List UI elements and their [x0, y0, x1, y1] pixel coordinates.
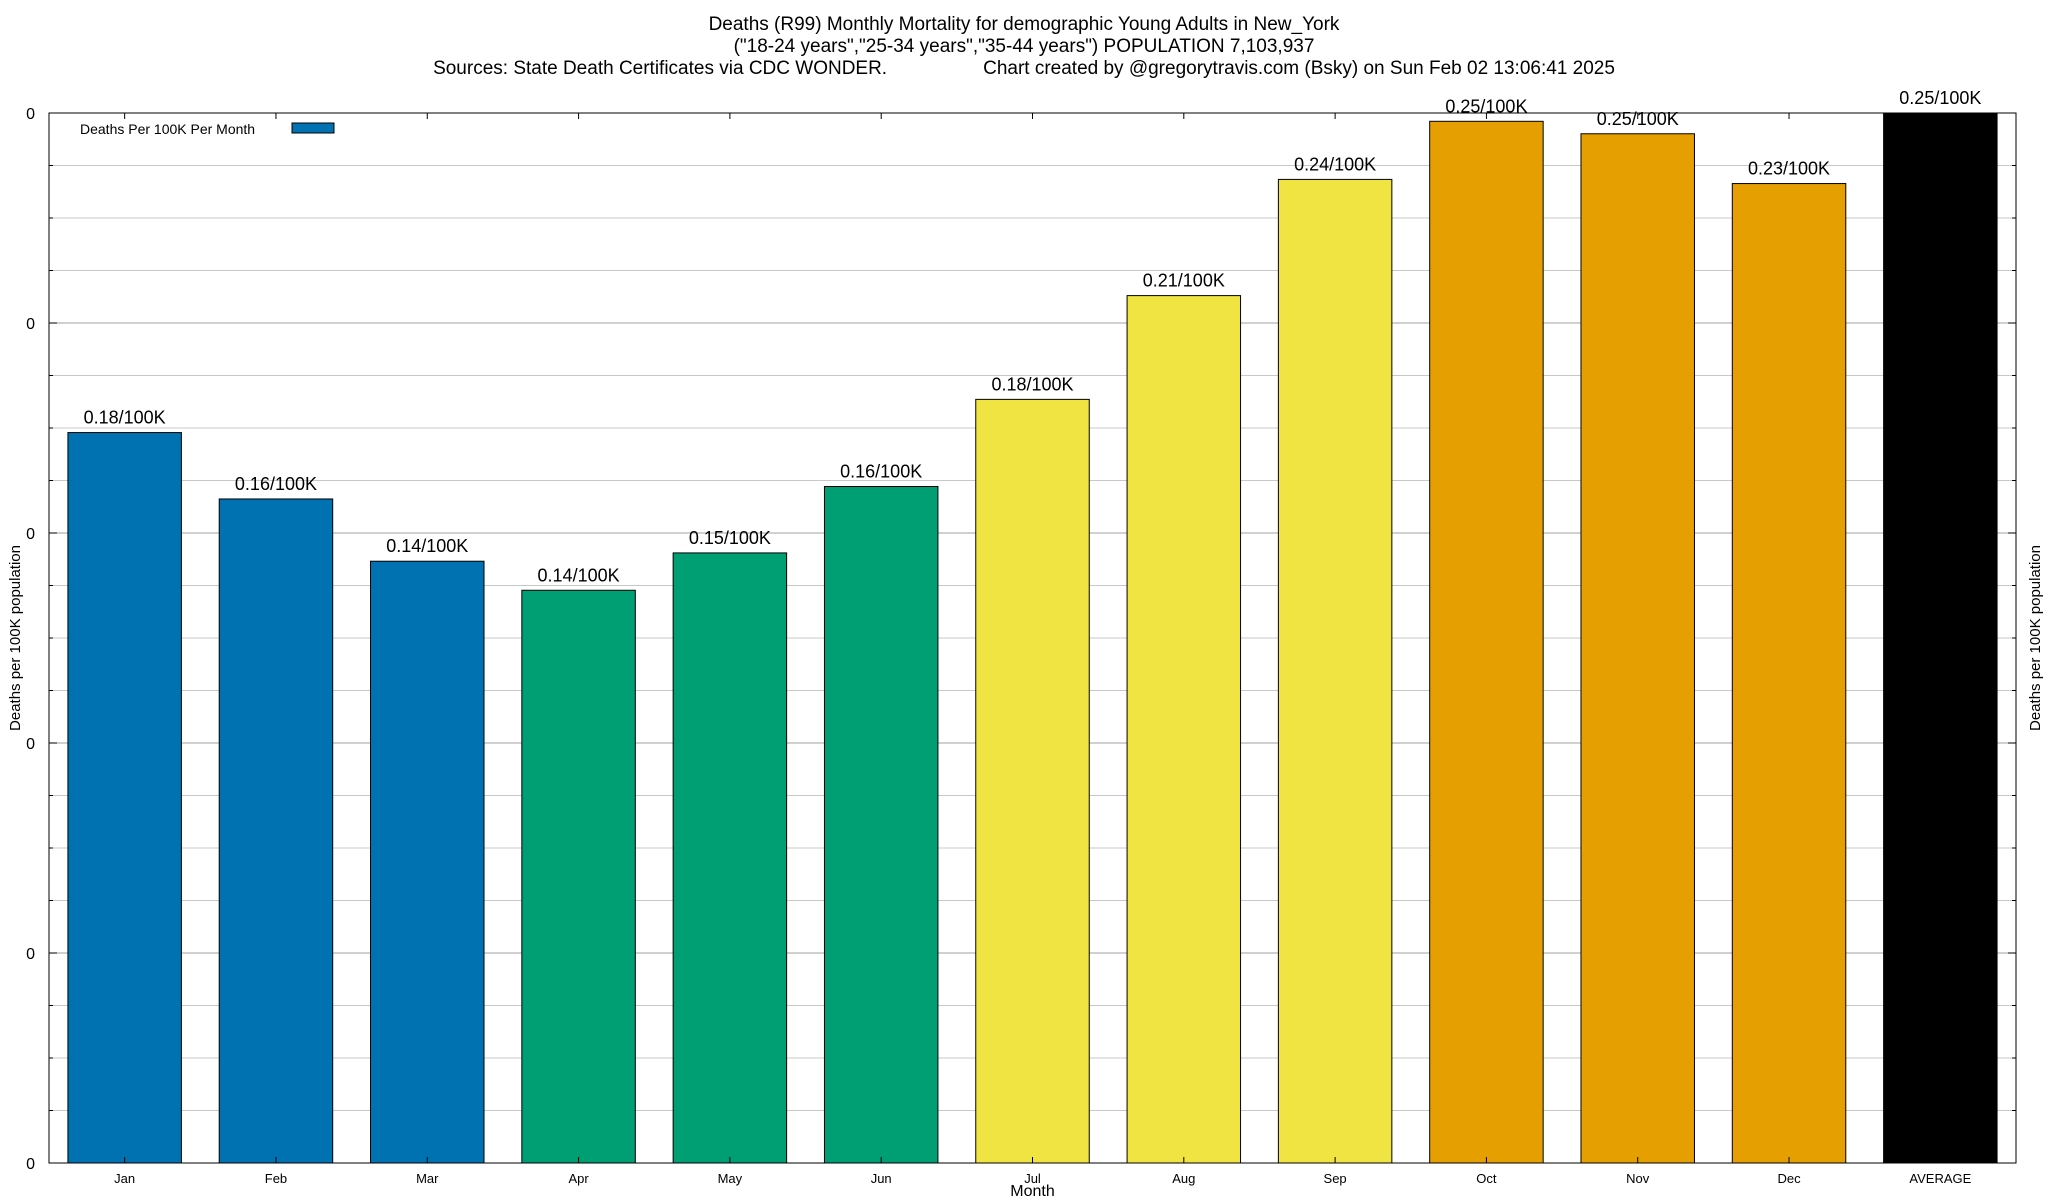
data-label: 0.25/100K: [1445, 96, 1527, 116]
data-label: 0.18/100K: [84, 408, 166, 428]
x-axis-label: Month: [1010, 1183, 1054, 1200]
y-axis-label: Deaths per 100K population: [7, 545, 24, 731]
x-tick-label: Oct: [1476, 1171, 1497, 1186]
bar-feb: [218, 498, 334, 1164]
bar-jan: [67, 432, 182, 1164]
data-label: 0.18/100K: [991, 374, 1073, 394]
x-tick-label: Mar: [416, 1171, 439, 1186]
bar-mar: [370, 560, 485, 1164]
y2-axis-label: Deaths per 100K population: [2027, 545, 2044, 731]
bar-jun: [823, 486, 939, 1164]
data-label: 0.14/100K: [538, 565, 620, 585]
x-tick-label: Nov: [1626, 1171, 1650, 1186]
y-tick-label: 0: [26, 1156, 35, 1173]
x-tick-label: AVERAGE: [1909, 1171, 1971, 1186]
x-tick-label: Jul: [1024, 1171, 1041, 1186]
legend-swatch: [291, 122, 335, 134]
plot-frame: [48, 112, 2017, 1164]
data-label: 0.16/100K: [840, 462, 922, 482]
bar-average: [1883, 112, 1998, 1164]
chart-sources-line: Sources: State Death Certificates via CD…: [0, 58, 2048, 80]
data-label: 0.23/100K: [1748, 159, 1830, 179]
data-label: 0.14/100K: [386, 536, 468, 556]
y-tick-label: 0: [26, 526, 35, 543]
chart-sources: Sources: State Death Certificates via CD…: [433, 58, 888, 79]
x-tick-label: Sep: [1324, 1171, 1347, 1186]
chart-credit: Chart created by @gregorytravis.com (Bsk…: [983, 58, 1615, 79]
x-tick-label: May: [718, 1171, 743, 1186]
y-tick-label: 0: [26, 946, 35, 963]
data-label: 0.16/100K: [235, 474, 317, 494]
data-label: 0.25/100K: [1899, 88, 1981, 108]
chart-header: Deaths (R99) Monthly Mortality for demog…: [0, 14, 2048, 80]
data-label: 0.15/100K: [689, 528, 771, 548]
y-tick-label: 0: [26, 316, 35, 333]
bar-oct: [1429, 120, 1544, 1164]
bar-nov: [1580, 133, 1695, 1164]
x-tick-label: Dec: [1777, 1171, 1801, 1186]
x-tick-label: Jan: [114, 1171, 135, 1186]
data-label: 0.24/100K: [1294, 154, 1376, 174]
x-tick-label: Jun: [871, 1171, 892, 1186]
y-tick-label: 0: [26, 106, 35, 123]
chart-subtitle: ("18-24 years","25-34 years","35-44 year…: [733, 36, 1315, 57]
bar-aug: [1126, 295, 1242, 1164]
y-tick-label: 0: [26, 736, 35, 753]
bar-sep: [1277, 178, 1393, 1164]
legend-label: Deaths Per 100K Per Month: [80, 121, 255, 137]
x-tick-label: Feb: [265, 1171, 287, 1186]
x-tick-label: Apr: [568, 1171, 589, 1186]
x-tick-label: Aug: [1172, 1171, 1195, 1186]
bar-dec: [1731, 183, 1847, 1164]
bar-apr: [521, 589, 636, 1164]
chart-title: Deaths (R99) Monthly Mortality for demog…: [708, 14, 1340, 35]
bar-jul: [975, 398, 1090, 1164]
bar-may: [672, 552, 788, 1164]
data-label: 0.21/100K: [1143, 271, 1225, 291]
